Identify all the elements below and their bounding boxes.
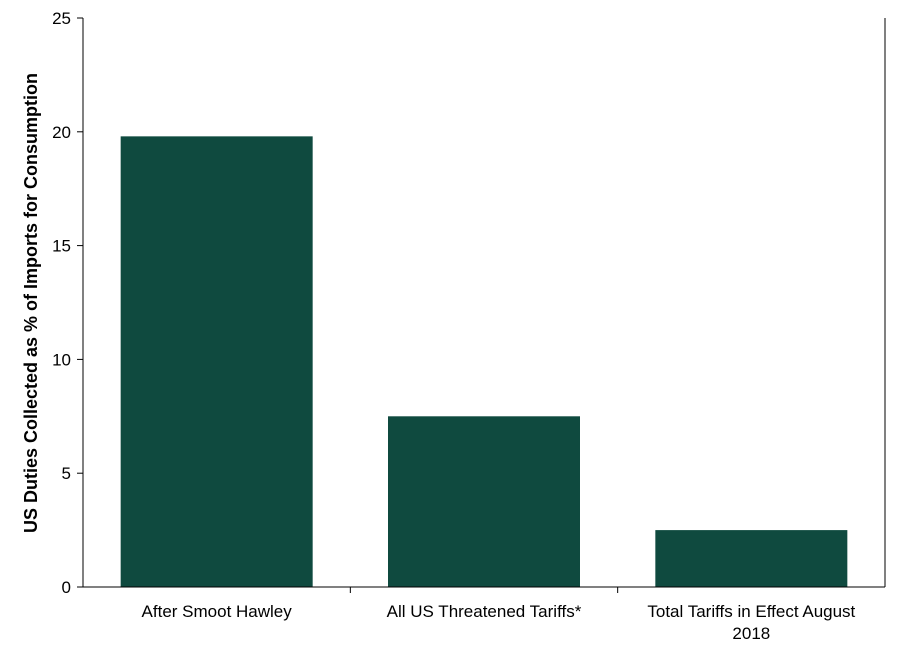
y-tick-label: 0	[62, 578, 71, 597]
bars	[120, 136, 848, 588]
y-tick-label: 5	[62, 464, 71, 483]
category-label: Total Tariffs in Effect August	[647, 602, 855, 621]
y-tick-label: 25	[52, 9, 71, 28]
x-axis-labels: After Smoot Hawley All US Threatened Tari…	[142, 587, 856, 643]
y-axis-title: US Duties Collected as % of Imports for …	[21, 73, 41, 533]
y-tick-label: 10	[52, 350, 71, 369]
bar	[655, 530, 848, 587]
axes	[82, 18, 886, 588]
bar	[120, 136, 313, 588]
y-axis-ticks: 0 5 10 15 20 25	[52, 9, 83, 597]
category-label: All US Threatened Tariffs*	[387, 602, 582, 621]
y-tick-label: 20	[52, 123, 71, 142]
bar	[388, 416, 580, 587]
y-tick-label: 15	[52, 237, 71, 256]
category-label: 2018	[732, 624, 770, 643]
category-label: After Smoot Hawley	[142, 602, 293, 621]
